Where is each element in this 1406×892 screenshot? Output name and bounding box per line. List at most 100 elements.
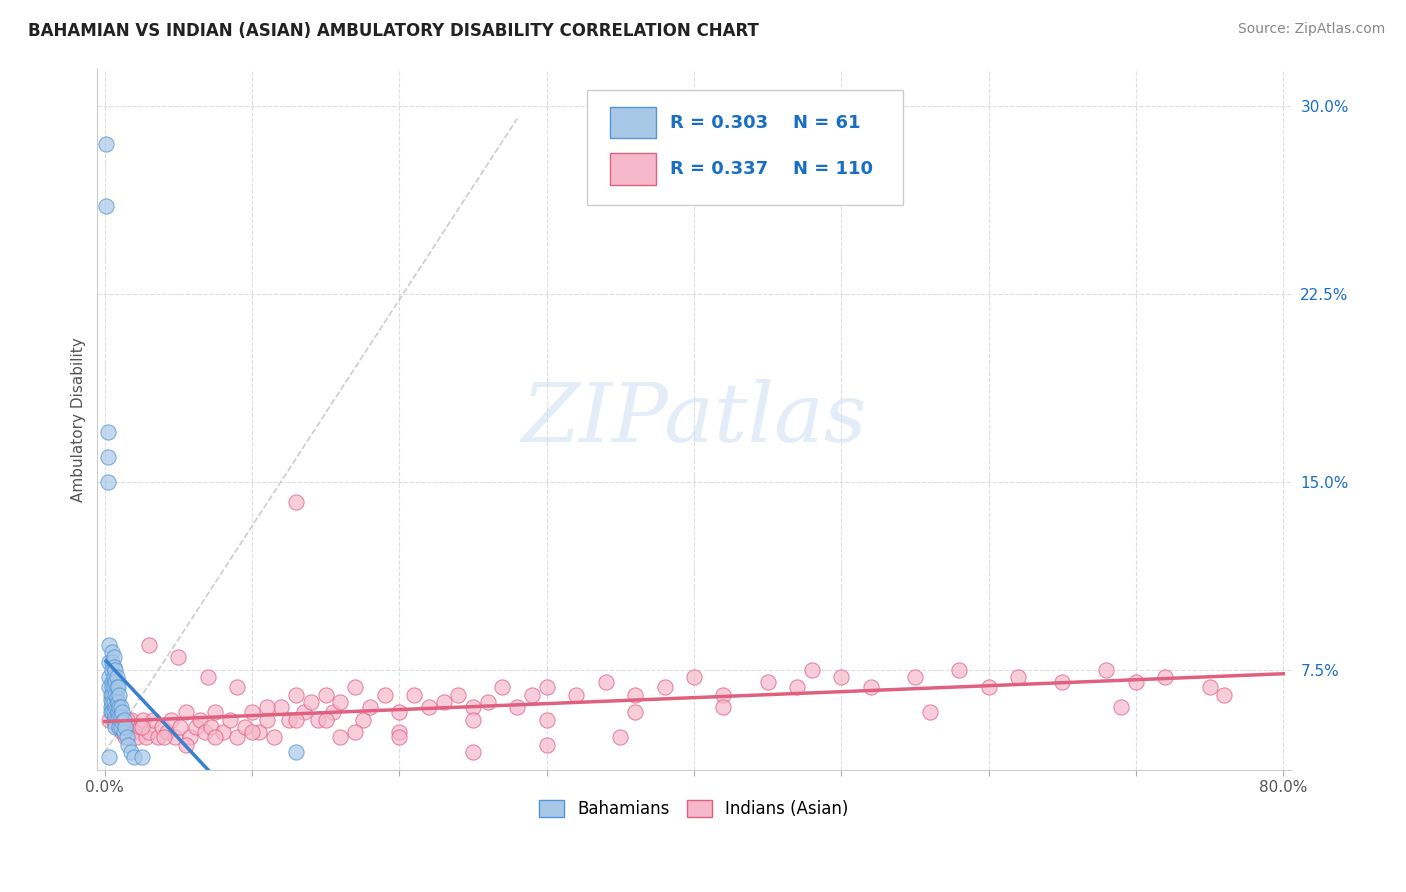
Text: ZIPatlas: ZIPatlas [522,379,866,459]
Point [344,725,367,739]
Legend: Bahamians, Indians (Asian): Bahamians, Indians (Asian) [533,793,855,825]
Point [104,663,127,677]
Point [322,706,344,720]
Point [114,731,136,745]
Point [105,681,128,695]
Point [315,713,337,727]
Point [165,731,187,745]
Point [329,695,352,709]
Point [104,720,127,734]
Point [150,720,173,734]
Point [263,731,285,745]
Point [977,681,1000,695]
Point [292,706,315,720]
Point [98,713,121,727]
Point [110,700,132,714]
Point [270,700,292,714]
Point [388,725,411,739]
Point [247,725,270,739]
Point [105,690,128,705]
Point [233,720,256,734]
Point [111,706,134,720]
Point [97,450,120,464]
Point [146,731,169,745]
Point [447,688,470,702]
Point [204,731,226,745]
Point [131,720,153,734]
Point [344,681,367,695]
Point [100,693,122,707]
Point [240,706,263,720]
Point [98,670,121,684]
Point [101,706,124,720]
Text: N = 61: N = 61 [793,113,860,131]
Y-axis label: Ambulatory Disability: Ambulatory Disability [72,337,86,501]
Point [1125,675,1147,690]
Point [315,688,337,702]
Point [219,713,242,727]
Point [506,700,529,714]
Point [169,720,191,734]
Point [108,720,131,734]
Point [114,720,136,734]
Point [152,731,174,745]
Point [98,681,121,695]
Point [112,725,135,739]
Point [197,670,219,684]
Point [713,688,735,702]
Point [859,681,882,695]
Point [117,720,139,734]
Point [204,706,226,720]
Point [108,710,131,724]
Point [105,710,128,724]
Point [104,688,127,702]
Point [142,713,165,727]
Point [98,655,121,669]
Point [432,695,454,709]
Point [111,715,134,730]
Point [184,720,207,734]
Point [536,738,558,752]
Point [101,688,124,702]
Point [100,706,122,720]
Point [329,731,352,745]
Point [256,713,278,727]
Text: BAHAMIAN VS INDIAN (ASIAN) AMBULATORY DISABILITY CORRELATION CHART: BAHAMIAN VS INDIAN (ASIAN) AMBULATORY DI… [28,22,759,40]
Point [101,655,124,669]
Point [107,706,129,720]
Point [160,713,183,727]
Point [96,136,118,151]
Point [595,675,617,690]
Point [285,713,308,727]
Point [103,681,125,695]
Point [904,670,927,684]
Point [1109,700,1132,714]
Point [194,725,217,739]
Point [713,700,735,714]
Point [299,695,322,709]
Point [1198,681,1220,695]
FancyBboxPatch shape [586,89,903,205]
FancyBboxPatch shape [610,107,655,138]
Point [101,681,124,695]
Point [226,681,249,695]
Point [108,700,131,714]
Point [135,731,157,745]
Point [174,738,197,752]
Point [115,713,138,727]
Point [654,681,676,695]
Point [98,638,121,652]
Point [285,746,308,760]
Point [190,713,212,727]
Point [122,750,145,764]
Text: Source: ZipAtlas.com: Source: ZipAtlas.com [1237,22,1385,37]
Point [388,706,411,720]
Point [117,738,139,752]
Point [103,706,125,720]
Point [103,670,125,684]
Point [120,746,142,760]
Point [132,713,155,727]
Point [100,700,122,714]
Point [352,713,374,727]
Point [97,475,120,489]
